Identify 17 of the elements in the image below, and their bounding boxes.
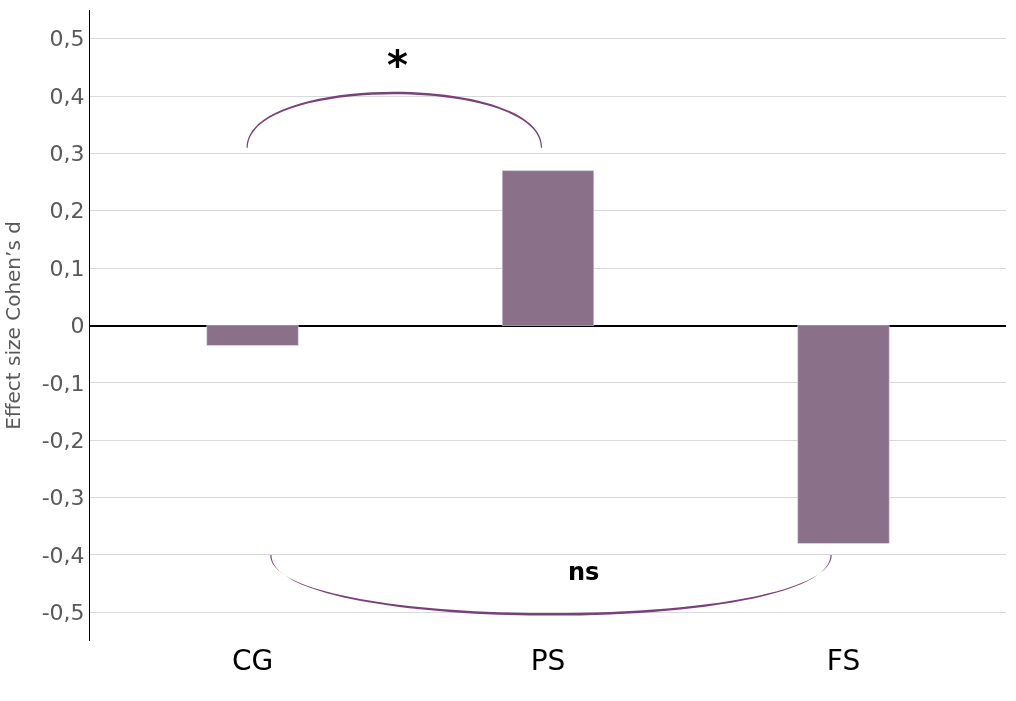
y-tick-label: -0,5: [41, 600, 85, 626]
x-tick-label: CG: [231, 644, 274, 677]
y-tick-label: 0,4: [49, 83, 85, 109]
y-tick-label: 0,5: [49, 26, 85, 52]
y-tick-label: -0,3: [41, 485, 85, 511]
x-tick-label: PS: [530, 644, 566, 677]
y-tick-label: 0,2: [49, 198, 85, 224]
y-axis-title: Effect size Cohen’s d: [1, 221, 26, 430]
y-tick-label: 0,3: [49, 141, 85, 167]
x-tick-label: FS: [826, 644, 861, 677]
y-tick-label: 0,1: [49, 255, 85, 281]
y-tick-label: -0,4: [41, 542, 85, 568]
annotation: ns: [568, 558, 600, 586]
y-tick-label: 0: [70, 313, 85, 339]
y-tick-label: -0,1: [41, 370, 85, 396]
y-tick-label: -0,2: [41, 427, 85, 453]
annotation: *: [387, 42, 408, 88]
